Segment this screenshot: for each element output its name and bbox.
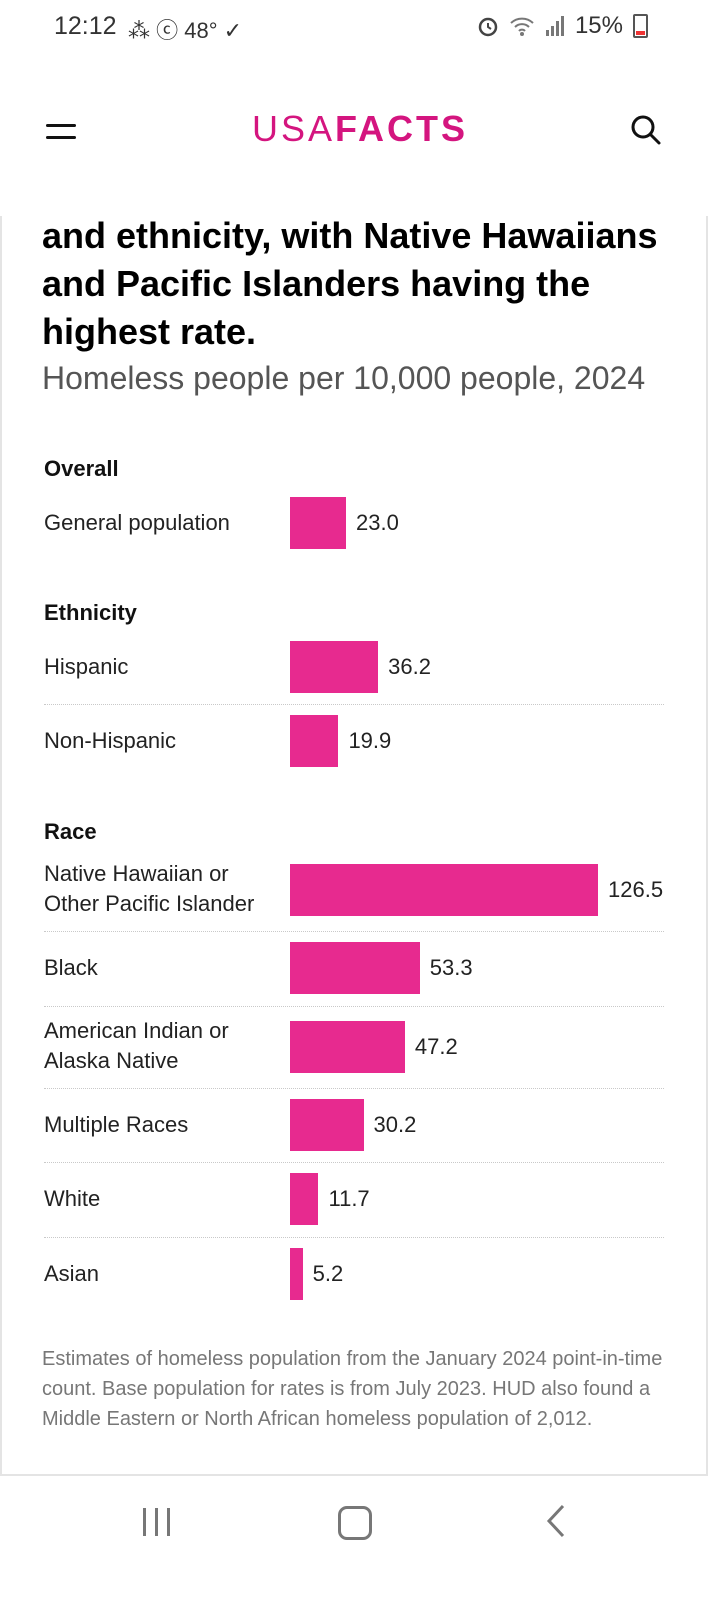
bar: [290, 641, 379, 693]
row-divider: [44, 704, 664, 705]
battery-percent: 15%: [574, 12, 623, 39]
bar-row: Asian 5.2: [44, 1247, 664, 1301]
status-bar: 12:12 ⁂ ⓒ 48° ✓ 15%: [0, 0, 720, 56]
bar-value: 30.2: [373, 1112, 417, 1137]
chart-card: and ethnicity, with Native Hawaiians and…: [0, 216, 708, 1476]
bar-value: 19.9: [348, 728, 392, 753]
bar: [290, 1021, 405, 1073]
bar-value: 23.0: [356, 510, 399, 535]
system-nav-bar: [0, 1476, 720, 1600]
bar-value: 53.3: [429, 955, 473, 980]
bar-value: 11.7: [328, 1186, 370, 1211]
menu-icon[interactable]: [46, 122, 76, 144]
row-divider: [44, 1162, 664, 1163]
bar-row: Native Hawaiian or Other Pacific Islande…: [44, 861, 664, 918]
bar-value: 5.2: [312, 1261, 344, 1286]
signal-icon: [545, 16, 564, 36]
bar-value: 126.5: [608, 877, 664, 902]
bar: [290, 497, 346, 549]
bar-row: Black 53.3: [44, 941, 664, 995]
bar-label: Asian: [44, 1261, 100, 1286]
status-time: 12:12: [54, 12, 117, 40]
bar-row: White 11.7: [44, 1172, 664, 1226]
bar-value: 47.2: [414, 1034, 458, 1059]
bar-label: Multiple Races: [44, 1112, 189, 1137]
bar-label: Black: [44, 955, 98, 980]
bar: [290, 864, 598, 916]
section-race: Race: [44, 819, 97, 844]
article-headline: and ethnicity, with Native Hawaiians and…: [42, 216, 658, 352]
bar-value: 36.2: [388, 654, 431, 679]
bar-row: Non-Hispanic 19.9: [44, 714, 664, 768]
bar-label: Non-Hispanic: [44, 728, 177, 753]
bar-label: General population: [44, 510, 230, 535]
bar-label: Native Hawaiian or Other Pacific Islande…: [44, 861, 255, 916]
usafacts-logo[interactable]: USAFACTS: [0, 108, 720, 150]
status-right: 15%: [477, 12, 648, 40]
bar-label: Hispanic: [44, 654, 129, 679]
back-icon[interactable]: [546, 1504, 566, 1538]
bar: [290, 1173, 319, 1225]
wifi-icon: [510, 17, 534, 36]
chart-subtitle: Homeless people per 10,000 people, 2024: [42, 360, 646, 396]
row-divider: [44, 1088, 664, 1089]
bar-row: General population 23.0: [44, 496, 664, 550]
bar-label: White: [44, 1186, 101, 1211]
bar: [290, 942, 420, 994]
bar-row: Multiple Races 30.2: [44, 1098, 664, 1152]
battery-icon: [633, 14, 648, 38]
row-divider: [44, 931, 664, 932]
row-divider: [44, 1006, 664, 1007]
section-ethnicity: Ethnicity: [44, 600, 137, 625]
home-icon[interactable]: [338, 1506, 372, 1540]
bar: [290, 1248, 303, 1300]
bar-row: American Indian or Alaska Native 47.2: [44, 1018, 664, 1075]
bar-label: American Indian or Alaska Native: [44, 1018, 229, 1073]
search-icon[interactable]: [630, 114, 662, 146]
logo-usa: USA: [251, 108, 335, 149]
row-divider: [44, 1237, 664, 1238]
bar: [290, 715, 339, 767]
section-overall: Overall: [44, 456, 119, 481]
bar-row: Hispanic 36.2: [44, 640, 664, 694]
site-header: USAFACTS: [0, 56, 720, 216]
chart-footnote: Estimates of homeless population from th…: [42, 1348, 663, 1430]
logo-facts: FACTS: [335, 108, 469, 149]
alarm-icon: [478, 17, 498, 37]
recents-icon[interactable]: [143, 1508, 175, 1536]
status-notification-icons: ⁂ ⓒ 48° ✓: [128, 18, 243, 43]
bar: [290, 1099, 364, 1151]
